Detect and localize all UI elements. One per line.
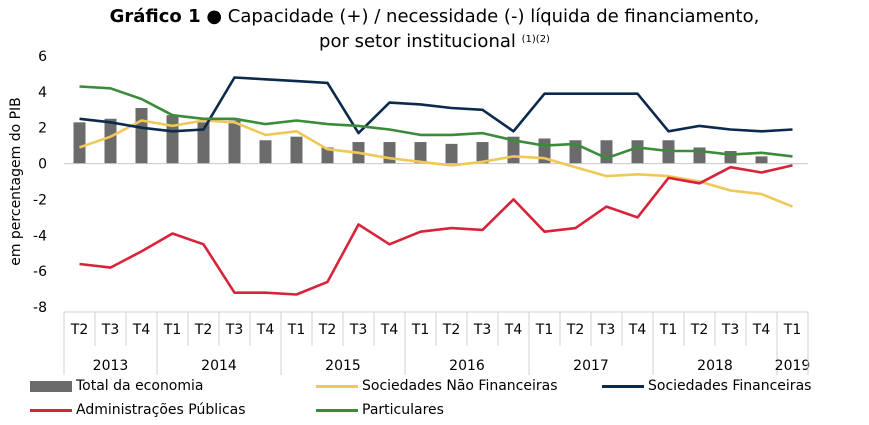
legend-swatch-part	[316, 408, 358, 412]
bar-total-economia	[259, 140, 272, 164]
legend-item-snf: Sociedades Não Financeiras	[316, 378, 558, 394]
chart-title-line2-wrap: por setor institucional (1)(2)	[0, 31, 869, 53]
legend-item-total: Total da economia	[30, 378, 203, 394]
bar-total-economia	[631, 140, 644, 164]
legend-label-total: Total da economia	[76, 378, 204, 394]
y-tick-label: 2	[38, 121, 47, 137]
bar-total-economia	[321, 147, 334, 164]
bar-total-economia	[476, 142, 489, 164]
x-tick-quarter: T3	[597, 322, 615, 338]
y-tick-label: 0	[38, 157, 47, 173]
bar-total-economia	[135, 107, 148, 164]
x-tick-quarter: T2	[70, 322, 88, 338]
bar-total-economia	[383, 142, 396, 164]
legend-label-snf: Sociedades Não Financeiras	[362, 378, 558, 394]
y-tick-label: -2	[33, 192, 47, 208]
chart-title-line1: Capacidade (+) / necessidade (-) líquida…	[227, 6, 760, 27]
chart-title-line2: por setor institucional	[319, 31, 516, 52]
x-tick-year: 2017	[573, 358, 609, 374]
title-bullet: ●	[206, 6, 223, 27]
chart-title-bold: Gráfico 1	[109, 6, 201, 27]
bar-total-economia	[166, 115, 179, 164]
bar-total-economia	[414, 142, 427, 164]
bar-total-economia	[445, 143, 458, 164]
legend-swatch-total	[30, 380, 72, 392]
x-tick-quarter: T2	[194, 322, 212, 338]
x-tick-quarter: T3	[349, 322, 367, 338]
bar-total-economia	[197, 122, 210, 164]
x-tick-year: 2013	[93, 358, 129, 374]
y-tick-label: -4	[33, 228, 47, 244]
legend-label-part: Particulares	[362, 402, 444, 418]
y-tick-label: 4	[38, 85, 47, 101]
x-tick-quarter: T1	[535, 322, 553, 338]
x-tick-quarter: T1	[163, 322, 181, 338]
chart-title: Gráfico 1 ● Capacidade (+) / necessidade…	[0, 6, 869, 28]
bar-total-economia	[228, 120, 241, 164]
x-tick-quarter: T3	[225, 322, 243, 338]
series-line-0	[79, 119, 793, 208]
bar-total-economia	[600, 140, 613, 164]
series-line-2	[79, 164, 793, 296]
legend-label-sf: Sociedades Financeiras	[648, 378, 812, 394]
x-tick-quarter: T1	[287, 322, 305, 338]
x-tick-year: 2016	[449, 358, 485, 374]
x-tick-quarter: T2	[442, 322, 460, 338]
legend-swatch-ap	[30, 408, 72, 412]
x-tick-quarter: T3	[473, 322, 491, 338]
x-tick-quarter: T4	[752, 322, 771, 338]
y-tick-label: -6	[33, 264, 47, 280]
x-tick-quarter: T2	[566, 322, 584, 338]
x-tick-year: 2019	[775, 358, 811, 374]
x-tick-quarter: T3	[101, 322, 119, 338]
legend-item-ap: Administrações Públicas	[30, 402, 246, 418]
y-tick-label: -8	[33, 300, 47, 316]
x-tick-quarter: T4	[628, 322, 647, 338]
bar-total-economia	[290, 136, 303, 164]
x-tick-quarter: T4	[380, 322, 399, 338]
x-tick-year: 2018	[697, 358, 733, 374]
bar-total-economia	[73, 122, 86, 164]
x-tick-quarter: T2	[690, 322, 708, 338]
legend-swatch-sf	[602, 384, 644, 388]
x-tick-year: 2014	[201, 358, 237, 374]
x-tick-quarter: T4	[256, 322, 275, 338]
x-tick-quarter: T3	[721, 322, 739, 338]
x-tick-year: 2015	[325, 358, 361, 374]
legend: Total da economia Sociedades Não Finance…	[0, 374, 869, 424]
y-axis-label: em percentagem do PIB	[8, 97, 24, 266]
chart-plot: 6 4 2 0 -2 -4 -6 -8 em percentagem do PIB T2 T3 T4 T…	[8, 49, 811, 375]
legend-item-sf: Sociedades Financeiras	[602, 378, 811, 394]
x-tick-quarter: T1	[659, 322, 677, 338]
legend-swatch-snf	[316, 384, 358, 388]
x-tick-quarter: T4	[132, 322, 151, 338]
legend-item-part: Particulares	[316, 402, 444, 418]
chart-title-notes: (1)(2)	[521, 34, 550, 45]
x-tick-quarter: T1	[411, 322, 429, 338]
series-line-1	[79, 76, 793, 135]
series-line-3	[79, 85, 793, 160]
y-tick-label: 6	[38, 49, 47, 65]
x-tick-quarter: T1	[783, 322, 801, 338]
bar-total-economia	[104, 118, 117, 164]
bar-total-economia	[755, 156, 768, 164]
x-tick-quarter: T4	[504, 322, 523, 338]
x-tick-quarter: T2	[318, 322, 336, 338]
legend-label-ap: Administrações Públicas	[76, 402, 246, 418]
